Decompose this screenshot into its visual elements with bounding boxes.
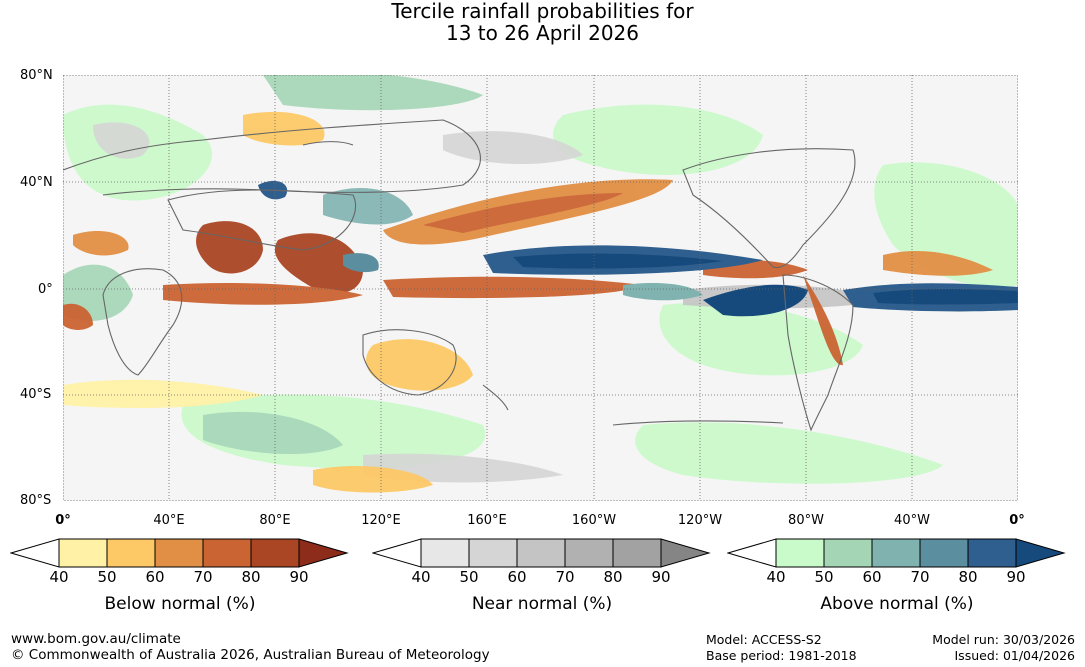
tick-50: 50 bbox=[814, 568, 834, 586]
colorbar-segment-90 bbox=[660, 538, 711, 568]
colorbar-segment-40 bbox=[58, 538, 108, 568]
tick-50: 50 bbox=[97, 568, 117, 586]
colorbar-below-normal bbox=[10, 538, 349, 568]
below-normal-areas bbox=[63, 111, 993, 493]
above-normal-areas bbox=[63, 75, 1018, 484]
tick-60: 60 bbox=[145, 568, 165, 586]
colorbar-segment-80 bbox=[250, 538, 300, 568]
tick-40: 40 bbox=[411, 568, 431, 586]
colorbar-segment-80 bbox=[967, 538, 1017, 568]
legend-above-normal: 40 50 60 70 80 90 Above normal (%) bbox=[727, 538, 1067, 628]
map-svg bbox=[63, 75, 1018, 501]
tick-50: 50 bbox=[459, 568, 479, 586]
strong-above-normal-areas bbox=[258, 180, 1018, 317]
colorbar-segment-60 bbox=[516, 538, 566, 568]
lat-label-40s: 40°S bbox=[20, 387, 52, 402]
tick-40: 40 bbox=[49, 568, 69, 586]
colorbar-segment-50 bbox=[468, 538, 518, 568]
website-link[interactable]: www.bom.gov.au/climate bbox=[11, 631, 181, 647]
tick-70: 70 bbox=[193, 568, 213, 586]
colorbar-segment-40 bbox=[775, 538, 825, 568]
tick-40: 40 bbox=[766, 568, 786, 586]
tick-60: 60 bbox=[507, 568, 527, 586]
tick-90: 90 bbox=[1006, 568, 1026, 586]
legend-title-below-normal: Below normal (%) bbox=[104, 594, 256, 614]
lat-label-80n: 80°N bbox=[20, 68, 53, 83]
lon-label-80e: 80°E bbox=[259, 513, 291, 528]
colorbar-segment-50 bbox=[823, 538, 873, 568]
colorbar-segment-70 bbox=[919, 538, 969, 568]
footer-run-info: Model run: 30/03/2026 Issued: 01/04/2026 bbox=[932, 632, 1075, 664]
lon-label-0: 0° bbox=[55, 513, 71, 528]
tick-70: 70 bbox=[910, 568, 930, 586]
tick-60: 60 bbox=[862, 568, 882, 586]
tick-70: 70 bbox=[555, 568, 575, 586]
colorbar-segment-90 bbox=[1015, 538, 1066, 568]
tick-90: 90 bbox=[651, 568, 671, 586]
lon-label-120e: 120°E bbox=[361, 513, 401, 528]
lat-label-equator: 0° bbox=[38, 282, 53, 297]
lon-label-40e: 40°E bbox=[153, 513, 185, 528]
legend-near-normal: 40 50 60 70 80 90 Near normal (%) bbox=[372, 538, 712, 628]
footer-model-info: Model: ACCESS-S2 Base period: 1981-2018 bbox=[706, 632, 857, 664]
lon-label-80w: 80°W bbox=[788, 513, 824, 528]
colorbar-above-normal bbox=[727, 538, 1066, 568]
rainfall-probability-map bbox=[63, 75, 1018, 501]
tick-80: 80 bbox=[958, 568, 978, 586]
tick-80: 80 bbox=[241, 568, 261, 586]
title-line-1: Tercile rainfall probabilities for bbox=[391, 0, 694, 23]
chart-title: Tercile rainfall probabilities for 13 to… bbox=[0, 0, 1085, 44]
lon-label-0-end: 0° bbox=[1009, 513, 1025, 528]
lon-label-160e: 160°E bbox=[467, 513, 507, 528]
tick-80: 80 bbox=[603, 568, 623, 586]
legend-title-above-normal: Above normal (%) bbox=[820, 594, 974, 614]
tick-90: 90 bbox=[289, 568, 309, 586]
lat-label-40n: 40°N bbox=[20, 175, 53, 190]
colorbar-segment-60 bbox=[154, 538, 204, 568]
legend-title-near-normal: Near normal (%) bbox=[471, 594, 613, 614]
model-run-date: Model run: 30/03/2026 bbox=[932, 632, 1075, 647]
colorbar-segment-60 bbox=[871, 538, 921, 568]
lon-label-120w: 120°W bbox=[677, 513, 723, 528]
legend-below-normal: 40 50 60 70 80 90 Below normal (%) bbox=[10, 538, 350, 628]
colorbar-near-normal bbox=[372, 538, 711, 568]
base-period: Base period: 1981-2018 bbox=[706, 648, 857, 663]
lat-label-80s: 80°S bbox=[20, 493, 52, 508]
colorbar-segment-90 bbox=[298, 538, 349, 568]
colorbar-segment-80 bbox=[612, 538, 662, 568]
colorbar-segment-50 bbox=[106, 538, 156, 568]
model-name: Model: ACCESS-S2 bbox=[706, 632, 822, 647]
colorbar-segment-70 bbox=[202, 538, 252, 568]
footer-left: www.bom.gov.au/climate © Commonwealth of… bbox=[11, 631, 490, 663]
lon-label-160w: 160°W bbox=[571, 513, 617, 528]
graticule bbox=[63, 75, 1018, 501]
colorbar-segment-70 bbox=[564, 538, 614, 568]
colorbar-segment-40 bbox=[420, 538, 470, 568]
lon-label-40w: 40°W bbox=[894, 513, 930, 528]
title-line-2: 13 to 26 April 2026 bbox=[445, 21, 640, 45]
copyright-text: © Commonwealth of Australia 2026, Austra… bbox=[11, 647, 490, 663]
issued-date: Issued: 01/04/2026 bbox=[954, 648, 1076, 663]
